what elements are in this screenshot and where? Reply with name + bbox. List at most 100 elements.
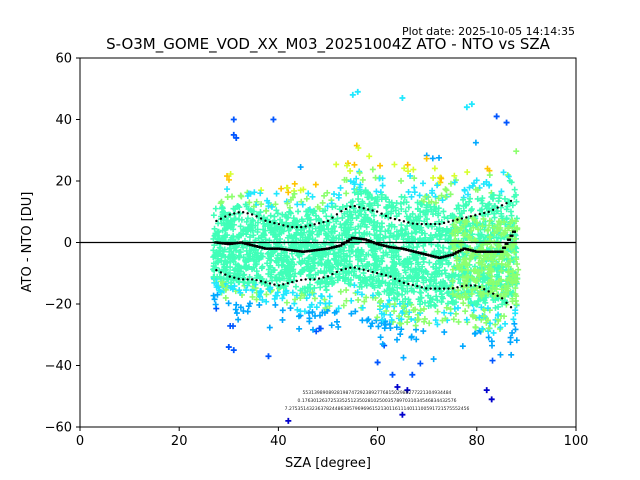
scatter-point [343,176,350,183]
scatter-point [421,218,428,225]
scatter-point [443,304,450,311]
mean-series-point [360,237,365,241]
scatter-point [287,196,294,203]
scatter-point [507,334,514,341]
scatter-point [358,283,365,290]
scatter-point [508,351,515,358]
scatter-point [382,249,389,256]
scatter-point [431,301,438,308]
scatter-point [438,218,445,225]
y-tick-label: −20 [45,298,72,313]
mean-series-point [452,252,457,255]
upper-sigma-series-point [380,212,383,215]
scatter-point [508,179,515,186]
mean-series-point [350,236,355,240]
scatter-point [404,161,411,168]
upper-sigma-series-point [500,204,504,207]
scatter-point [422,267,429,274]
scatter-point [398,177,405,184]
scatter-point [224,186,231,193]
mean-series-point [330,246,335,249]
mean-series-point [435,256,440,259]
scatter-point [412,229,419,236]
mean-series-point [303,250,308,253]
scatter-point [425,223,432,229]
scatter-point [255,272,262,279]
scatter-point [454,229,461,236]
bin-annotation-row: 7.27535143236378244863857969696152130116… [285,406,470,412]
scatter-point [449,299,456,306]
upper-sigma-series-point [228,213,231,216]
scatter-point [380,302,387,309]
scatter-outlier [503,119,510,126]
scatter-point [468,207,475,214]
scatter-point [512,285,519,292]
scatter-point [238,193,245,200]
scatter-point [245,263,252,270]
upper-sigma-series-point [313,223,316,226]
scatter-point [354,289,361,296]
scatter-point [235,234,242,241]
scatter-point [225,176,232,183]
scatter-point [250,217,257,224]
mean-series-point [487,250,492,253]
mean-series-point [395,246,400,250]
scatter-point [513,337,520,344]
mean-series-point [264,247,268,250]
scatter-point [513,293,520,300]
mean-series-point [355,237,360,240]
scatter-point [352,308,359,315]
scatter-outlier [230,347,237,354]
scatter-point [301,308,308,315]
scatter-point [411,189,418,196]
scatter-point [422,193,429,200]
scatter-point [359,176,366,183]
mean-series-point [462,247,467,250]
scatter-point [296,325,303,332]
scatter-point [514,225,521,232]
scatter-point [229,193,236,200]
scatter-point [512,326,519,333]
scatter-point [332,203,339,210]
scatter-point [420,254,427,261]
scatter-point [323,286,330,293]
lower-sigma-series-point [483,288,486,291]
scatter-point [216,273,223,280]
scatter-point [279,295,286,302]
x-tick-label: 20 [171,434,188,449]
scatter-point [333,161,340,168]
mean-series-point [246,243,251,246]
mean-series-point [474,250,479,253]
scatter-outlier [270,116,277,123]
scatter-point [472,324,479,331]
upper-sigma-series-point [300,225,303,229]
scatter-point [343,190,350,197]
scatter-point [487,265,494,272]
scatter-point [250,203,257,210]
upper-sigma-series-point [375,210,379,213]
scatter-point [515,266,522,273]
scatter-point [479,223,486,230]
scatter-point [433,280,440,287]
scatter-point [388,223,395,230]
scatter-point [497,252,504,259]
scatter-point [455,263,462,270]
mean-series-point [477,250,482,253]
scatter-point [477,291,484,298]
scatter-point [312,181,319,188]
lower-sigma-series-point [411,283,415,287]
scatter-point [370,274,377,281]
scatter-point [313,328,320,335]
scatter-point [396,260,403,267]
mean-series-point [353,236,358,240]
scatter-point [410,166,417,173]
lower-sigma-series-point [460,284,464,288]
scatter-point [408,333,415,340]
scatter-point [513,198,520,205]
x-tick-label: 0 [76,434,84,449]
scatter-point [283,299,290,306]
scatter-point [469,215,476,222]
scatter-point [461,230,468,237]
mean-series-point [407,249,412,252]
scatter-point [284,200,291,207]
